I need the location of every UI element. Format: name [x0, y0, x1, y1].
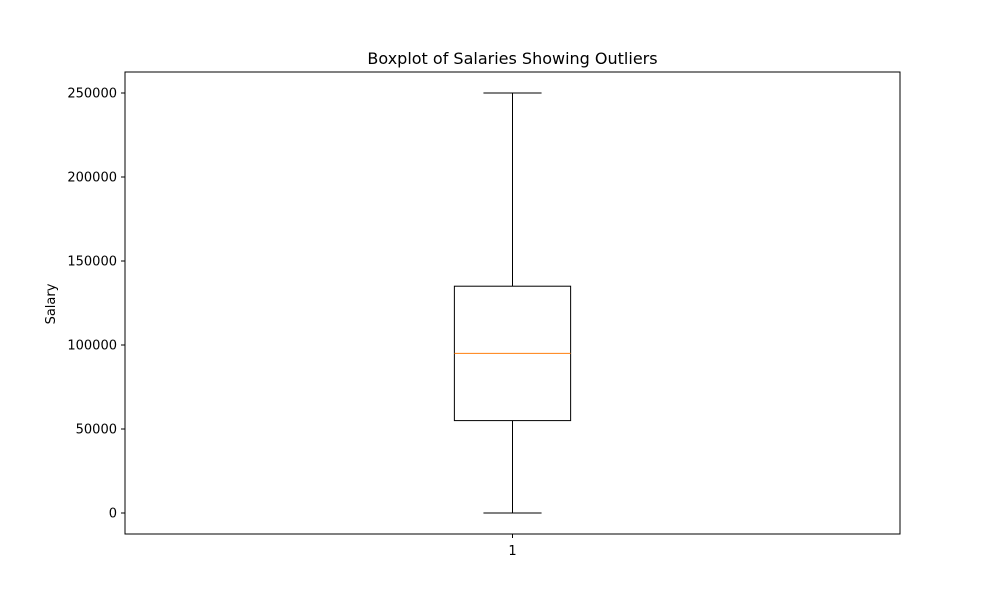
y-tick-label: 150000	[67, 255, 117, 270]
axes-frame	[124, 71, 901, 535]
y-tick-label: 50000	[76, 423, 117, 438]
y-tick-label: 100000	[67, 339, 117, 354]
x-tick-label: 1	[508, 544, 516, 559]
x-axis-ticks: 1	[508, 534, 517, 559]
y-tick-label: 0	[109, 507, 117, 522]
chart-title: Boxplot of Salaries Showing Outliers	[367, 49, 657, 68]
y-tick-label: 250000	[67, 87, 117, 102]
y-tick-label: 200000	[67, 171, 117, 186]
plot-area	[453, 92, 572, 514]
y-axis-ticks: 0 50000 100000 150000 200000 250000	[67, 87, 125, 522]
y-axis-label: Salary	[44, 283, 59, 324]
